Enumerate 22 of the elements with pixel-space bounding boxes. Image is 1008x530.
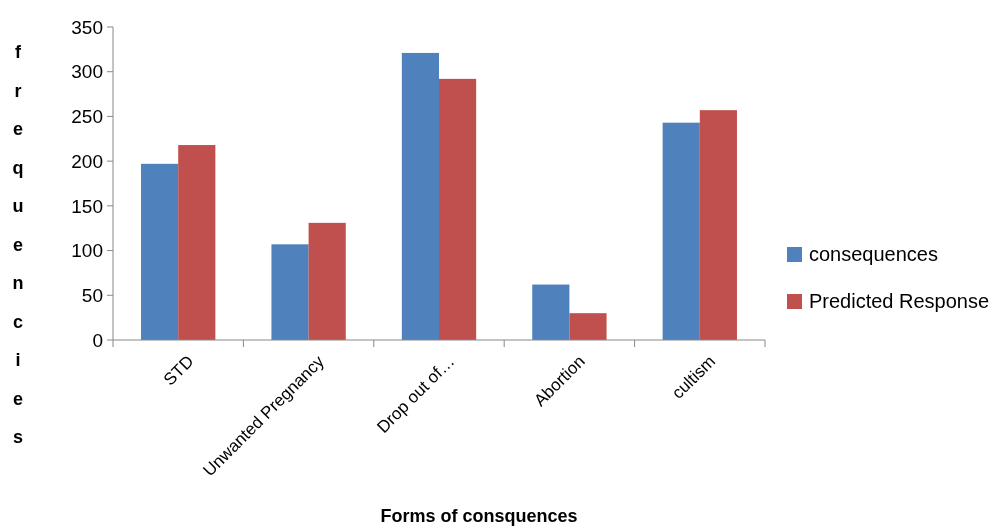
bar: [439, 78, 477, 340]
y-tick-label: 50: [81, 284, 103, 306]
y-tick-label: 300: [71, 61, 103, 83]
y-tick-label: 0: [92, 329, 103, 351]
bar: [569, 313, 607, 340]
y-tick-label: 350: [71, 16, 103, 38]
bar: [699, 110, 737, 340]
bar: [532, 284, 570, 340]
legend-label: consequences: [809, 243, 938, 265]
bar: [401, 52, 439, 340]
bar: [662, 122, 700, 340]
bar: [308, 222, 346, 340]
text: frequencies: [12, 42, 24, 447]
y-tick-label: 150: [71, 195, 103, 217]
bar: [271, 244, 309, 340]
y-tick-label: 100: [71, 240, 103, 262]
legend-label: Predicted Response: [809, 290, 990, 312]
bar: [178, 145, 216, 340]
x-axis-title: Forms of consquences: [380, 506, 578, 526]
y-tick-label: 250: [71, 106, 103, 128]
bar: [141, 163, 179, 340]
y-tick-label: 200: [71, 150, 103, 172]
